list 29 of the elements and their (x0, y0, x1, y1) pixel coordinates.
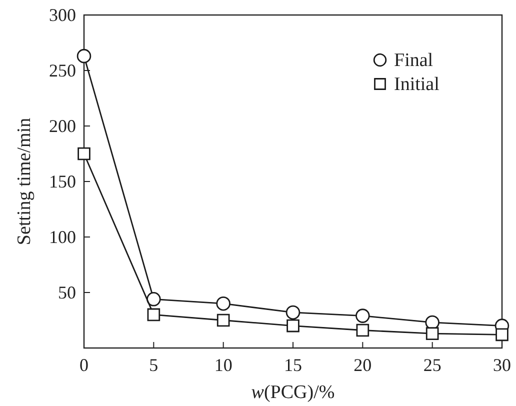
x-tick-label: 0 (80, 354, 88, 375)
y-tick-label: 300 (49, 4, 76, 25)
point (76, 48, 92, 64)
y-tick-label: 250 (49, 60, 76, 80)
y-tick-label: 50 (58, 282, 76, 302)
y-tick-label: 200 (49, 116, 76, 136)
legend-label: Initial (394, 74, 440, 95)
point (496, 328, 508, 342)
y-tick-label: 100 (49, 226, 76, 247)
x-tick-label: 25 (423, 354, 442, 375)
point (78, 147, 90, 160)
x-axis-title: w(PCG)/% (251, 382, 335, 403)
legend-label: Final (394, 50, 434, 71)
point (356, 324, 370, 337)
point (216, 296, 230, 311)
x-tick-label: 15 (284, 354, 302, 375)
x-tick-label: 10 (214, 354, 232, 375)
x-tick-label: 20 (354, 354, 372, 375)
point (356, 308, 370, 323)
y-tick-label: 150 (49, 171, 76, 192)
point (286, 305, 300, 320)
point (286, 319, 300, 332)
point (426, 327, 439, 340)
point (216, 314, 230, 327)
x-tick-label: 5 (149, 354, 158, 375)
point (146, 292, 161, 306)
point (147, 308, 160, 322)
y-axis-title: Setting time/min (14, 117, 35, 246)
x-tick-label: 30 (493, 354, 511, 375)
